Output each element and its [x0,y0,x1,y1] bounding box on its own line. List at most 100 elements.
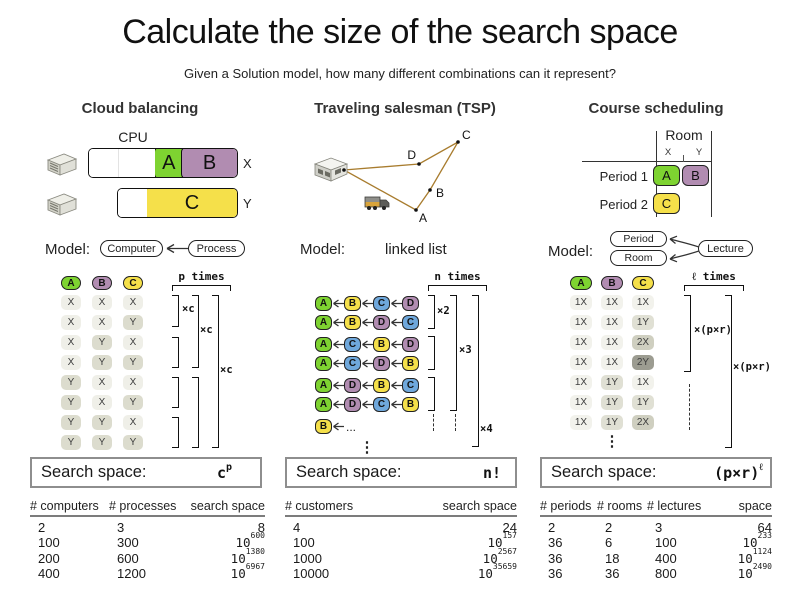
tsp-combination-matrix: A B C D A B D C A C B D A C D B A D B C A D C B B... ⋮ [315,296,419,455]
matrix-row: 1X 1X 2Y [570,355,654,370]
bracket-continuation [689,384,690,430]
left-arrow-icon [362,400,373,409]
course-search-space-box: Search space: (p×r)ℓ [540,457,772,488]
tsp-model-value: linked list [385,241,447,258]
left-arrow-icon [362,340,373,349]
matrix-cell: Y [61,375,81,390]
matrix-cell: X [61,315,81,330]
left-arrow-icon [391,400,402,409]
left-arrow-icon [362,318,373,327]
table-row: 200 600 101380 [30,547,265,566]
matrix-cell: X [61,335,81,350]
matrix-row: 1X 1Y 2X [570,415,654,430]
cloud-table: # computers # processes search space 2 3 8 100… [30,499,265,581]
bracket-label: ×4 [480,423,493,435]
table-cell: 1000 [293,550,322,566]
tour-node-D: D [344,378,361,393]
matrix-cell: X [123,335,143,350]
matrix-cell: Y [123,435,143,450]
bracket-label: ×(p×r) [733,361,771,373]
matrix-cell: 1X [570,355,592,370]
tour-node-C: C [344,337,361,352]
top-bracket [172,285,231,291]
tour-node-A: A [315,356,332,371]
tour-node-C: C [373,397,390,412]
left-arrow-icon [166,243,188,254]
task-A: A [153,149,184,177]
matrix-cell: Y [61,435,81,450]
matrix-cell: Y [61,415,81,430]
cloud-model-label: Model: [45,241,91,258]
matrix-cell: 1X [632,375,654,390]
matrix-cell: 1X [570,375,592,390]
table-row: 2 2 3 64 [540,520,772,535]
matrix-cell: 1X [601,335,623,350]
matrix-cell: X [92,295,112,310]
matrix-cell: 1Y [632,315,654,330]
table-row: 2 3 8 [30,520,265,535]
matrix-cell: 1Y [632,395,654,410]
search-space-formula: n! [482,463,501,482]
bracket [192,377,199,448]
matrix-cell: X [61,355,81,370]
matrix-header-A: A [61,276,81,290]
tour-node-D: D [402,337,419,352]
tour-node-B: B [373,378,390,393]
room-col-y: Y [695,147,703,158]
period-2-label: Period 2 [599,197,648,212]
room-col-x: X [664,147,672,158]
left-arrow-icon [391,381,402,390]
n-times-label: n times [434,270,481,283]
table-cell: 102490 [737,561,772,582]
table-cell: 400 [38,566,60,582]
tsp-section-header: Traveling salesman (TSP) [314,100,496,117]
table-row: 36 18 400 101124 [540,547,772,566]
table-header: search space [190,499,265,513]
cpu-bar-y: C [117,188,238,218]
top-bracket [428,285,487,291]
matrix-cell: 1X [570,295,592,310]
table-header: # rooms [597,499,643,513]
cpu-free-space [118,189,147,217]
table-cell: 10000 [293,566,330,582]
period-1-label: Period 1 [599,169,648,184]
matrix-cell: 1X [601,295,623,310]
tour-node-C: C [373,296,390,311]
p-times-label: p times [178,270,225,283]
table-header-row: # customers search space [285,499,517,517]
left-arrow-icon [362,381,373,390]
bracket-continuation [455,414,456,431]
lecture-B: B [682,165,709,186]
tour-node-C: C [402,315,419,330]
tour-node-A: A [315,378,332,393]
cloud-section-header: Cloud balancing [81,100,199,117]
table-cell: 100 [293,535,315,551]
table-row: 100 10157 [285,531,517,551]
tsp-search-space-box: Search space: n! [285,457,517,488]
depot-icon [313,157,349,182]
bracket [472,295,479,447]
matrix-cell: 2X [632,335,654,350]
city-label-a: A [419,211,427,225]
computer-pill: Computer [100,240,163,257]
bracket-label: ×c [220,364,233,376]
table-cell: 36 [548,550,563,566]
cpu-free-space [89,149,156,177]
ellipsis: ... [346,419,357,434]
table-cell: 106967 [230,561,265,582]
left-arrow-icon [333,340,344,349]
column-divider-tick [683,155,685,162]
table-cell: 1035659 [477,561,517,582]
left-arrow-icon [333,381,344,390]
table-row: 10000 1035659 [285,561,517,582]
left-arrow-icon [362,299,373,308]
matrix-cell: 1X [601,355,623,370]
